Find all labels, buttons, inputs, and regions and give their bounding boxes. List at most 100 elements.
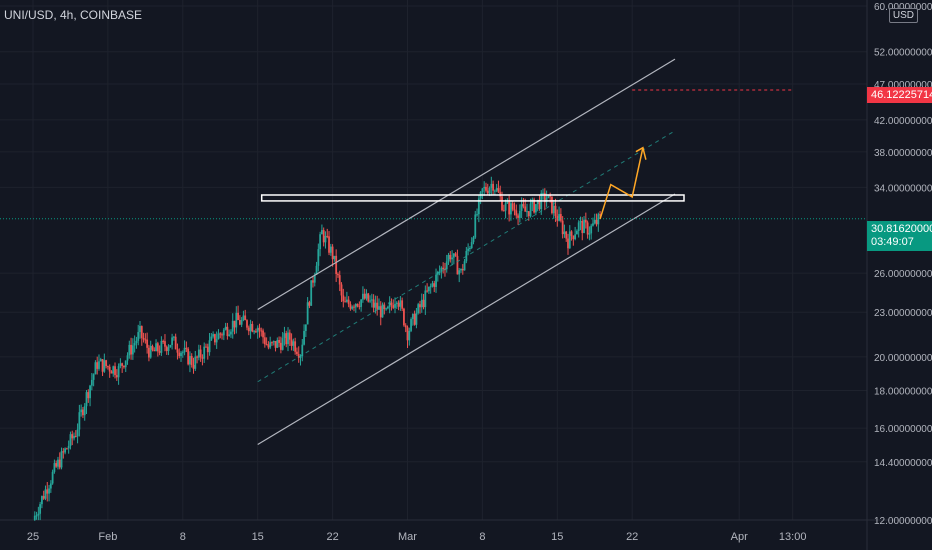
- candle-body: [224, 326, 227, 330]
- candle-body: [164, 341, 166, 347]
- candle-body: [556, 215, 559, 221]
- candle-body: [246, 320, 248, 328]
- candle-body: [121, 363, 124, 366]
- candle-body: [131, 345, 134, 355]
- y-tick-label: 42.00000000: [874, 116, 932, 127]
- candle-body: [461, 269, 464, 271]
- candle-body: [169, 345, 172, 348]
- candle-body: [376, 302, 379, 310]
- candle-body: [590, 225, 593, 234]
- candle-body: [533, 199, 536, 213]
- candle-body: [501, 196, 503, 211]
- candle-body: [115, 375, 118, 378]
- candle-body: [486, 190, 489, 194]
- candle-body: [351, 306, 354, 309]
- candle-body: [49, 483, 52, 489]
- channel-lower-line: [257, 193, 676, 446]
- candle-body: [219, 333, 222, 335]
- candle-body: [142, 337, 145, 340]
- candle-body: [162, 340, 165, 342]
- candle-body: [158, 351, 161, 353]
- candle-body: [146, 339, 149, 348]
- candle-body: [76, 429, 79, 437]
- candle-body: [404, 325, 407, 328]
- candle-body: [310, 280, 313, 306]
- candle-body: [411, 313, 414, 320]
- candle-body: [94, 362, 97, 375]
- candle-body: [338, 275, 341, 285]
- candle-body: [331, 246, 334, 260]
- candle-body: [285, 333, 288, 345]
- candle-body: [386, 306, 389, 309]
- candle-body: [124, 360, 127, 368]
- candle-body: [226, 326, 229, 336]
- candle-body: [174, 336, 177, 350]
- candle-body: [374, 302, 377, 308]
- candle-body: [543, 192, 546, 203]
- candle-body: [89, 385, 91, 399]
- y-tick-label: 12.00000000: [874, 516, 932, 527]
- candle-body: [552, 205, 555, 214]
- candle-body: [99, 359, 102, 362]
- candle-body: [139, 326, 141, 333]
- candle-body: [490, 183, 493, 188]
- candle-body: [228, 334, 231, 336]
- candle-body: [536, 199, 539, 205]
- candle-body: [263, 337, 266, 345]
- candle-body: [597, 214, 600, 225]
- candle-body: [107, 366, 109, 368]
- candle-body: [313, 274, 316, 283]
- candle-body: [333, 255, 336, 260]
- y-tick-label: 18.00000000: [874, 387, 932, 398]
- candle-body: [144, 339, 147, 341]
- candle-body: [506, 201, 509, 204]
- candle-body: [551, 196, 553, 214]
- candle-body: [55, 463, 58, 467]
- candle-body: [281, 338, 284, 350]
- candle-body: [568, 231, 571, 249]
- candle-body: [438, 271, 441, 273]
- candle-body: [167, 347, 170, 352]
- currency-button[interactable]: USD: [888, 8, 918, 23]
- candle-body: [251, 323, 254, 332]
- candle-body: [240, 320, 243, 325]
- x-tick-label: Feb: [98, 531, 117, 543]
- candle-body: [299, 356, 302, 358]
- candle-body: [428, 286, 430, 292]
- candle-body: [160, 340, 163, 353]
- candle-body: [561, 220, 564, 235]
- candle-body: [317, 249, 320, 266]
- x-tick-label: 8: [479, 531, 485, 543]
- candle-body: [559, 214, 562, 221]
- candle-body: [435, 274, 437, 287]
- y-tick-label: 23.00000000: [874, 308, 932, 319]
- candle-body: [401, 300, 404, 309]
- candle-body: [469, 248, 471, 250]
- candle-body: [133, 343, 136, 346]
- candle-body: [515, 210, 518, 216]
- candle-body: [262, 330, 264, 338]
- candle-body: [287, 332, 289, 345]
- candle-body: [315, 265, 318, 275]
- candle-body: [272, 341, 275, 343]
- candle-body: [267, 344, 270, 348]
- candle-body: [149, 345, 152, 358]
- candle-body: [321, 230, 323, 235]
- candle-body: [214, 334, 216, 343]
- candle-body: [39, 504, 42, 514]
- candle-body: [522, 204, 525, 207]
- candle-body: [87, 392, 90, 399]
- candle-body: [112, 366, 115, 374]
- candle-body: [492, 183, 494, 191]
- candle-body: [527, 211, 530, 217]
- candle-body: [130, 344, 132, 355]
- x-tick-label: Apr: [731, 531, 748, 543]
- candle-body: [583, 219, 585, 234]
- candle-body: [388, 302, 391, 307]
- symbol-title: UNI/USD, 4h, COINBASE: [4, 8, 143, 22]
- candle-body: [424, 290, 427, 308]
- candle-body: [576, 231, 578, 235]
- candle-body: [433, 283, 436, 287]
- candle-body: [269, 342, 272, 348]
